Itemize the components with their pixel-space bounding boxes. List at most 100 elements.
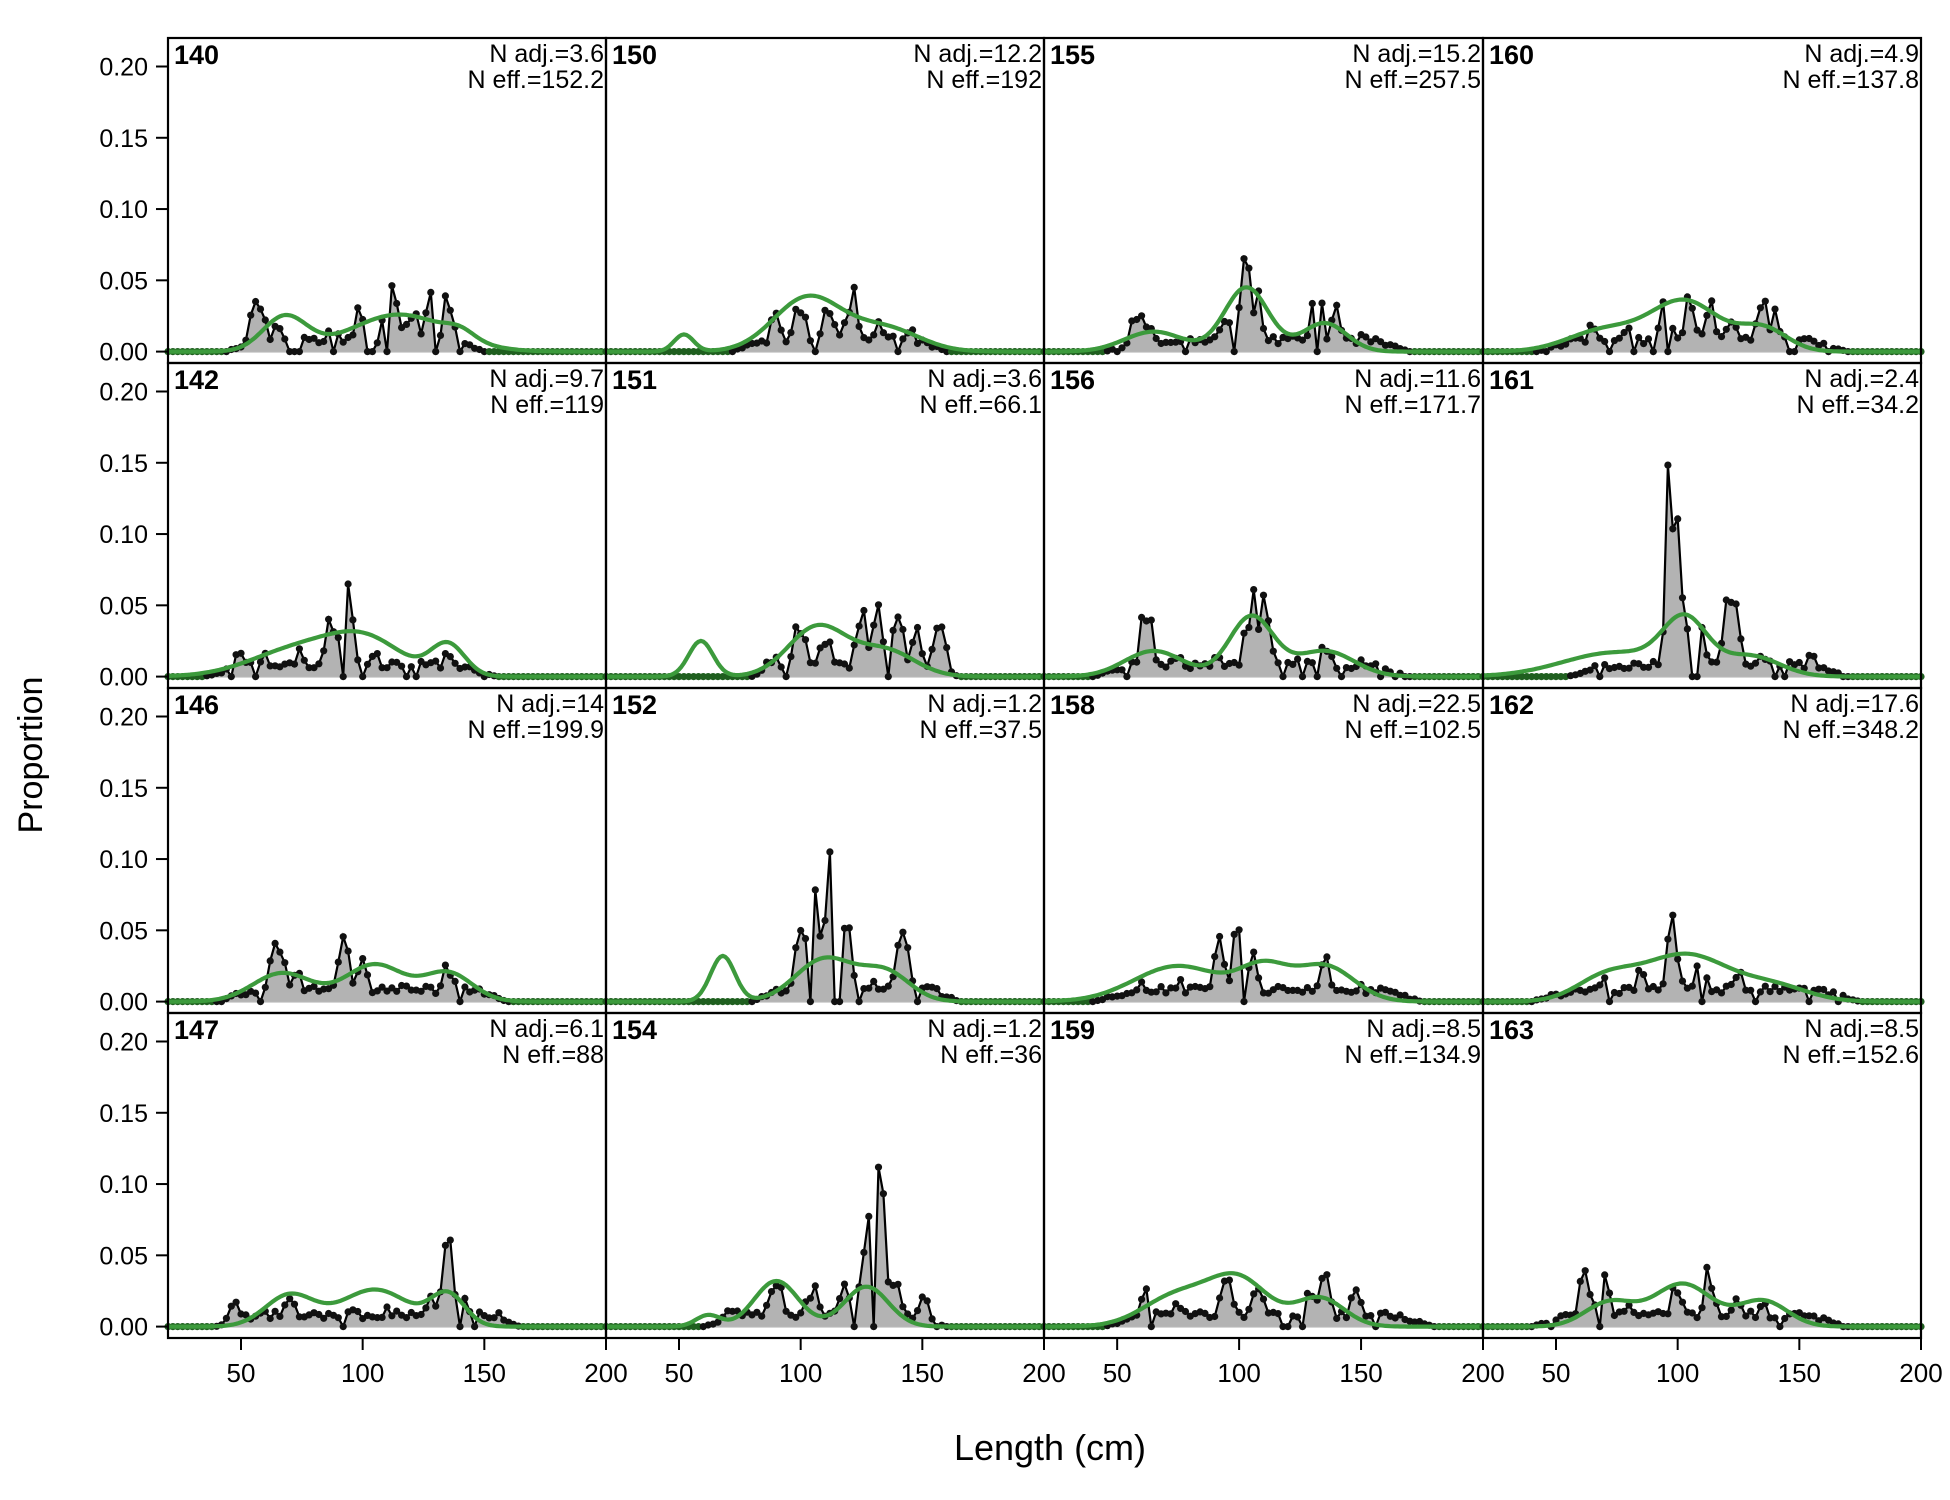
observed-point [446,306,454,314]
observed-point [1323,953,1331,961]
observed-point [777,1283,785,1292]
observed-point [1693,962,1701,970]
observed-point [894,613,902,621]
observed-point [904,1310,912,1318]
observed-point [1722,1312,1730,1320]
observed-point [1230,1300,1238,1308]
observed-point [1372,660,1380,668]
observed-point [1250,1290,1258,1298]
observed-point [1635,333,1643,342]
expected-line [606,1278,1044,1329]
observed-point [1308,299,1316,308]
observed-point [1644,663,1653,671]
observed-point [446,653,454,661]
observed-point [840,660,849,668]
n-eff-text: N eff.=199.9 [468,716,604,744]
observed-point [1795,658,1803,667]
observed-point [349,616,357,624]
observed-point [402,320,411,328]
observed-point [237,649,245,657]
observed-point [1177,976,1185,984]
observed-point [1664,461,1672,469]
observed-point [456,998,464,1006]
observed-point [1800,664,1808,672]
observed-point [1138,1295,1146,1303]
observed-point [1688,982,1696,990]
observed-point [402,673,411,681]
panel-151: 151 N adj.=3.6N eff.=66.1 [602,361,1048,690]
y-tick-label: 0.10 [99,521,148,549]
n-eff-text: N eff.=257.5 [1345,66,1481,94]
observed-point [402,982,411,990]
observed-point [339,1323,347,1331]
observed-point [816,330,824,338]
observed-point [811,886,819,894]
observed-point [1742,1312,1750,1320]
observed-point [1181,989,1190,997]
y-tick-label: 0.05 [99,1242,148,1270]
observed-area [606,604,1044,677]
observed-point [1279,673,1287,681]
observed-point [1776,1323,1784,1331]
observed-point [1328,981,1336,989]
observed-point [1717,989,1726,997]
observed-point [894,1280,902,1288]
observed-point [792,623,800,631]
observed-point [806,998,815,1006]
observed-point [456,1323,464,1331]
observed-point [373,650,381,658]
panel-label: 162 [1489,690,1534,720]
observed-point [811,659,819,667]
observed-point [417,1310,425,1319]
observed-point [763,339,771,347]
expected-line [1044,285,1483,354]
observed-point [894,348,902,356]
observed-point [1625,1301,1633,1309]
observed-point [811,1282,819,1290]
observed-point [1761,982,1769,990]
observed-point [1678,977,1687,985]
observed-point [1220,960,1229,969]
observed-point [1771,982,1779,991]
observed-point [792,1313,800,1321]
observed-point [363,660,372,668]
n-eff-text: N eff.=171.7 [1345,391,1481,419]
x-axis: 50 100 150 200 50 100 150 200 50 100 150 200 50 100 15… [227,1338,1943,1388]
observed-point [1790,348,1799,356]
panel-label: 156 [1050,365,1095,395]
observed-area [168,1240,606,1327]
observed-point [1381,1308,1389,1316]
y-tick-label: 0.00 [99,989,148,1017]
observed-point [354,304,362,312]
x-tick-label: 150 [1778,1358,1821,1388]
observed-point [1751,1313,1760,1322]
observed-point [1240,629,1248,637]
observed-point [870,977,878,986]
observed-point [1259,324,1268,333]
observed-point [1255,625,1263,634]
observed-point [767,1288,776,1296]
panel-162: 162 N adj.=17.6N eff.=348.2 [1479,686,1925,1015]
y-tick-label: 0.10 [99,1171,148,1199]
observed-point [383,1303,391,1311]
observed-point [826,310,834,318]
observed-point [1678,594,1687,602]
observed-point [252,297,260,306]
observed-point [1713,328,1721,336]
observed-line [168,285,606,355]
observed-point [334,958,342,966]
observed-point [1328,652,1336,661]
observed-point [402,1314,411,1322]
observed-point [1230,348,1238,356]
observed-point [1142,1285,1150,1293]
observed-point [1152,988,1160,996]
n-adj-text: N adj.=1.2 [927,690,1042,718]
observed-point [252,989,260,997]
observed-point [286,1295,294,1303]
observed-point [874,1163,883,1171]
observed-point [393,299,401,308]
expected-line [168,961,606,1004]
observed-point [831,321,839,329]
n-adj-text: N adj.=6.1 [489,1015,604,1043]
observed-point [1147,1323,1155,1331]
